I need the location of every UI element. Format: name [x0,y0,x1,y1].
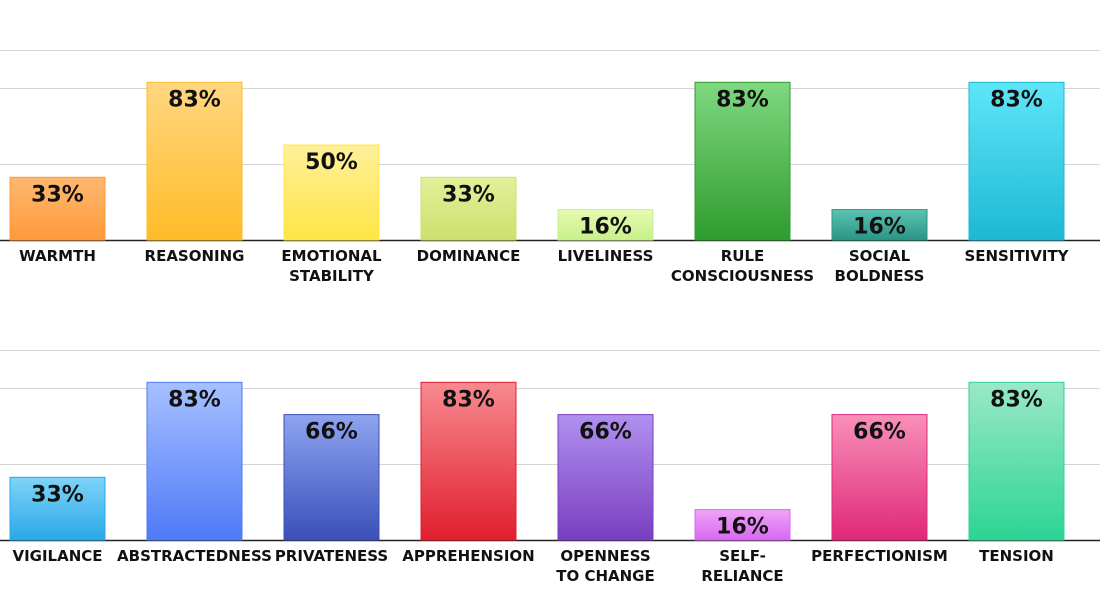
bar-rule-consciousness [694,81,791,241]
bar-value-label: 83% [990,387,1043,412]
category-label: DOMINANCE [417,247,521,265]
category-label: EMOTIONAL [281,247,382,265]
bar-warmth [9,176,106,241]
bar-abstractedness [146,381,243,541]
category-label: LIVELINESS [558,247,654,265]
bar-self-reliance [694,509,791,541]
bar-value-label: 83% [442,387,495,412]
bar-emotional-stability [283,144,380,241]
bar-reasoning [146,81,243,241]
category-label: RELIANCE [701,567,783,585]
bar-apprehension [420,381,517,541]
bar-value-label: 16% [853,215,906,240]
category-label: SOCIAL [849,247,911,265]
bar-vigilance [9,476,106,541]
bar-dominance [420,176,517,241]
category-label: RULE [721,247,765,265]
category-label: APPREHENSION [402,547,534,565]
bar-sensitivity [968,81,1065,241]
category-label: STABILITY [289,267,375,285]
bar-value-label: 33% [442,182,495,207]
category-label: PRIVATENESS [275,547,388,565]
bar-value-label: 33% [31,482,84,507]
category-label: PERFECTIONISM [811,547,948,565]
category-label: BOLDNESS [835,267,925,285]
bar-value-label: 50% [305,150,358,175]
chart-panel-2: 33% VIGILANCE 83% ABSTRACTEDNESS 66% PRIVATEN… [0,350,1100,585]
chart-panel-1: 33% WARMTH 83% REASONING 50% EMOTIONAL STABILI… [0,50,1100,285]
category-label: SELF- [719,547,766,565]
bar-openness-to-change [557,414,654,541]
bar-privateness [283,414,380,541]
bar-value-label: 66% [305,420,358,445]
bar-perfectionism [831,414,928,541]
category-label: VIGILANCE [12,547,102,565]
category-label: SENSITIVITY [964,247,1069,265]
bar-value-label: 16% [716,515,769,540]
bar-value-label: 83% [990,87,1043,112]
bar-value-label: 83% [168,387,221,412]
category-label: OPENNESS [560,547,650,565]
category-label: CONSCIOUSNESS [671,267,814,285]
bar-social-boldness [831,209,928,241]
bar-tension [968,381,1065,541]
category-label: REASONING [145,247,245,265]
bar-value-label: 16% [579,215,632,240]
bar-value-label: 83% [716,87,769,112]
category-label: WARMTH [19,247,96,265]
bar-value-label: 83% [168,87,221,112]
category-label: TENSION [979,547,1054,565]
category-label: ABSTRACTEDNESS [117,547,272,565]
category-label: TO CHANGE [556,567,655,585]
bar-value-label: 66% [579,420,632,445]
bar-value-label: 66% [853,420,906,445]
bar-value-label: 33% [31,182,84,207]
bar-liveliness [557,209,654,241]
